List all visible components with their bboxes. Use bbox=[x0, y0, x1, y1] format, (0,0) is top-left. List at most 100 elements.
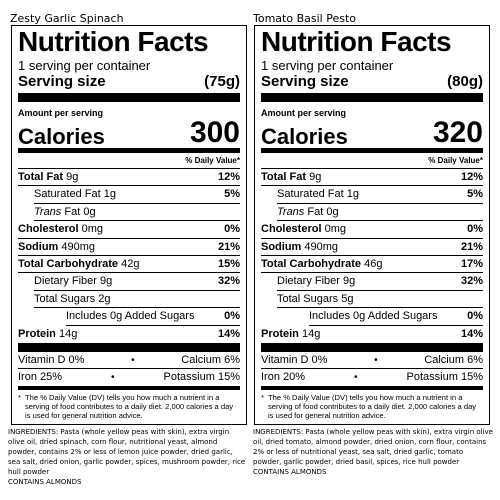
servings-per-container: 1 serving per container bbox=[18, 58, 151, 73]
nutrient-row-saturated-fat: Saturated Fat 1g 5% bbox=[34, 186, 240, 204]
vitamin-dv: 15% bbox=[217, 370, 240, 383]
nutrient-label: Protein bbox=[261, 327, 299, 340]
vitamin-label: Vitamin D bbox=[261, 353, 309, 366]
nutrient-row-dietary-fiber: Dietary Fiber 9g 32% bbox=[277, 273, 483, 291]
daily-value-header: % Daily Value* bbox=[18, 153, 240, 169]
daily-value-header: % Daily Value* bbox=[261, 153, 483, 169]
nutrient-dv: 12% bbox=[217, 171, 240, 183]
nutrient-amount: 9g bbox=[309, 171, 322, 183]
nutrient-dv: 14% bbox=[460, 327, 483, 340]
calories-row: Calories 300 bbox=[18, 118, 240, 148]
calories-value: 300 bbox=[189, 116, 240, 149]
footnote-text: The % Daily Value (DV) tells you how muc… bbox=[25, 392, 234, 420]
serving-size-value: (75g) bbox=[204, 73, 240, 90]
nutrient-dv: 32% bbox=[217, 275, 240, 288]
nutrient-dv: 0% bbox=[224, 223, 240, 236]
divider-thick bbox=[261, 93, 483, 102]
vitamin-dv: 15% bbox=[460, 370, 483, 383]
nutrient-row-total-carbohydrate: Total Carbohydrate 42g 15% bbox=[18, 256, 240, 274]
nutrient-label: Fat bbox=[64, 205, 81, 218]
vitamin-dv: 0% bbox=[311, 353, 328, 366]
nutrient-row-added-sugars: Includes 0g Added Sugars 0% bbox=[66, 308, 240, 326]
allergen-statement: CONTAINS ALMONDS bbox=[253, 468, 327, 476]
vitamin-label: Calcium bbox=[181, 353, 222, 366]
calories-row: Calories 320 bbox=[261, 118, 483, 148]
nutrient-amount: 14g bbox=[58, 327, 78, 340]
vitamin-dv: 6% bbox=[224, 353, 240, 366]
ingredients-text: INGREDIENTS: Pasta (whole yellow peas wi… bbox=[8, 428, 246, 476]
nutrient-label-italic: Trans bbox=[277, 205, 305, 218]
nutrient-label: Total Fat bbox=[18, 171, 64, 183]
calories-label: Calories bbox=[18, 124, 105, 149]
vitamin-row: Vitamin D 0% • Calcium 6% bbox=[18, 352, 240, 369]
vitamin-label: Potassium bbox=[406, 370, 458, 383]
nutrient-dv: 12% bbox=[460, 171, 483, 183]
nutrient-label: Total Sugars bbox=[34, 292, 96, 305]
nutrient-row-trans-fat: Trans Fat 0g bbox=[34, 204, 240, 222]
divider-medium bbox=[261, 148, 483, 153]
nutrient-label: Total Carbohydrate bbox=[261, 257, 362, 270]
product-name: Tomato Basil Pesto bbox=[253, 12, 356, 25]
nutrient-row-dietary-fiber: Dietary Fiber 9g 32% bbox=[34, 273, 240, 291]
nutrient-row-total-sugars: Total Sugars 2g bbox=[34, 291, 240, 309]
daily-value-footnote: * The % Daily Value (DV) tells you how mu… bbox=[261, 390, 483, 420]
nutrition-facts-panel: Nutrition Facts 1 serving per container … bbox=[254, 25, 490, 425]
nutrient-amount: 5g bbox=[341, 292, 354, 305]
nutrient-label: Includes bbox=[309, 310, 350, 323]
nutrient-row-cholesterol: Cholesterol 0mg 0% bbox=[261, 221, 483, 239]
nutrient-label: Total Fat bbox=[261, 171, 307, 183]
vitamin-row: Iron 25% • Potassium 15% bbox=[18, 369, 240, 386]
nutrient-label: Cholesterol bbox=[261, 223, 322, 236]
vitamin-dv: 20% bbox=[283, 370, 306, 383]
nutrient-dv: 32% bbox=[460, 275, 483, 288]
nutrient-amount: 9g bbox=[343, 275, 356, 288]
divider-thick bbox=[18, 342, 240, 352]
vitamin-label: Vitamin D bbox=[18, 353, 66, 366]
ingredients-text: INGREDIENTS: Pasta (whole yellow peas wi… bbox=[253, 428, 493, 466]
nutrient-dv: 21% bbox=[217, 240, 240, 253]
nutrient-label: Added Sugars bbox=[367, 310, 438, 323]
nutrient-label: Fat bbox=[307, 205, 324, 218]
divider-thick bbox=[18, 93, 240, 102]
vitamin-label: Potassium bbox=[163, 370, 215, 383]
ingredients-block: INGREDIENTS: Pasta (whole yellow peas wi… bbox=[8, 427, 246, 487]
nutrient-dv: 0% bbox=[467, 310, 483, 323]
nutrient-dv: 5% bbox=[224, 188, 240, 201]
nutrient-label: Saturated Fat bbox=[34, 188, 101, 201]
nutrient-amount: 1g bbox=[346, 188, 359, 201]
nutrient-amount: 0g bbox=[326, 205, 339, 218]
nutrient-label: Includes bbox=[66, 310, 107, 323]
nutrition-facts-heading: Nutrition Facts bbox=[261, 26, 452, 57]
nutrient-amount: 1g bbox=[103, 188, 116, 201]
nutrient-row-total-sugars: Total Sugars 5g bbox=[277, 291, 483, 309]
divider-bottom bbox=[18, 385, 240, 390]
vitamin-dv: 25% bbox=[40, 370, 63, 383]
vitamin-label: Iron bbox=[18, 370, 37, 383]
nutrient-dv: 17% bbox=[460, 257, 483, 270]
vitamin-label: Calcium bbox=[424, 353, 465, 366]
serving-size-row: Serving size (75g) bbox=[18, 73, 240, 90]
nutrient-label: Added Sugars bbox=[124, 310, 195, 323]
nutrient-row-total-fat: Total Fat 9g 12% bbox=[18, 169, 240, 187]
nutrient-row-added-sugars: Includes 0g Added Sugars 0% bbox=[309, 308, 483, 326]
bullet-separator: • bbox=[131, 354, 135, 366]
nutrient-amount: 2g bbox=[98, 292, 111, 305]
divider-thick bbox=[261, 342, 483, 352]
nutrient-amount: 9g bbox=[100, 275, 113, 288]
amount-per-serving: Amount per serving bbox=[261, 108, 347, 118]
nutrient-label: Dietary Fiber bbox=[277, 275, 340, 288]
nutrient-row-cholesterol: Cholesterol 0mg 0% bbox=[18, 221, 240, 239]
nutrient-label: Saturated Fat bbox=[277, 188, 344, 201]
product-name: Zesty Garlic Spinach bbox=[10, 12, 124, 25]
serving-size-label: Serving size bbox=[261, 73, 349, 90]
footnote-star: * bbox=[261, 392, 264, 402]
amount-per-serving: Amount per serving bbox=[18, 108, 104, 118]
nutrition-facts-heading: Nutrition Facts bbox=[18, 26, 209, 57]
nutrient-row-sodium: Sodium 490mg 21% bbox=[261, 239, 483, 256]
nutrient-label: Total Sugars bbox=[277, 292, 339, 305]
nutrient-amount: 0g bbox=[83, 205, 96, 218]
nutrient-label: Sodium bbox=[261, 240, 302, 253]
nutrient-row-total-carbohydrate: Total Carbohydrate 46g 17% bbox=[261, 256, 483, 274]
nutrient-dv: 0% bbox=[467, 223, 483, 236]
nutrient-label: Cholesterol bbox=[18, 223, 79, 236]
